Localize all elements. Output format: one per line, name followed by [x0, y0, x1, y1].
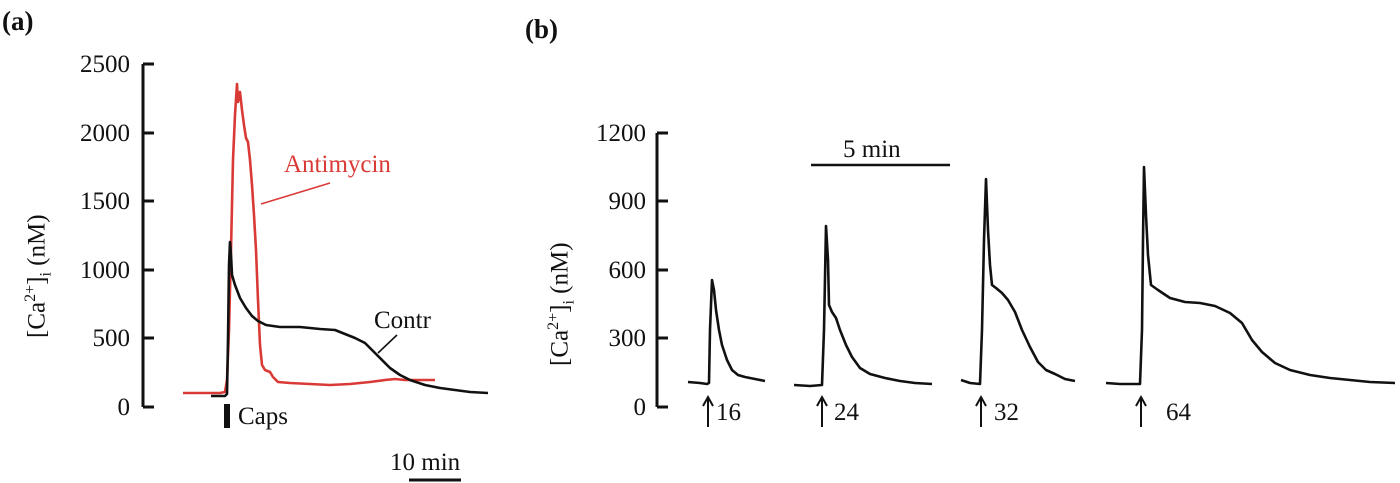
stimulus-64-label: 64	[1166, 399, 1191, 426]
panel-b-ytick-1200: 1200	[596, 120, 646, 147]
antimycin-leader	[260, 182, 331, 205]
antimycin-trace	[183, 82, 435, 395]
stimulus-24-label: 24	[834, 399, 859, 426]
panel-b-ytick-600: 600	[608, 257, 647, 284]
stimulus-arrow-24	[816, 394, 828, 427]
scalebar-5min-label: 5 min	[843, 136, 901, 163]
panel-a-y-axis	[141, 62, 154, 409]
contr-label: Contr	[374, 307, 431, 334]
panel-b-ytick-900: 900	[608, 188, 647, 215]
panel-b-ytick-0: 0	[633, 394, 647, 421]
stimulus-32-label: 32	[994, 399, 1019, 426]
scalebar-10min-label: 10 min	[390, 449, 461, 476]
trace-24	[793, 224, 933, 388]
stimulus-arrow-64	[1135, 394, 1147, 427]
panel-a-ytick-1000: 1000	[80, 257, 130, 284]
caps-marker	[224, 404, 230, 428]
panel-b-label: (b)	[525, 14, 558, 44]
panel-b-ytick-300: 300	[608, 325, 647, 352]
panel-a-ytick-0: 0	[117, 394, 131, 421]
panel-a-ytick-500: 500	[92, 325, 131, 352]
antimycin-label: Antimycin	[284, 151, 391, 178]
contr-leader	[377, 334, 398, 354]
panel-b-y-axis	[655, 131, 668, 409]
stimulus-16-label: 16	[716, 399, 741, 426]
panel-a-ytick-1500: 1500	[80, 188, 130, 215]
panel-a-ytick-2500: 2500	[80, 51, 130, 78]
stimulus-arrow-16	[702, 394, 714, 427]
contr-trace	[211, 240, 489, 398]
trace-64	[1105, 165, 1396, 386]
trace-32	[960, 177, 1076, 386]
stimulus-arrow-32	[975, 394, 987, 427]
panel-a-ytick-2000: 2000	[80, 120, 130, 147]
panel-a-label: (a)	[2, 6, 34, 36]
trace-16	[687, 278, 766, 386]
caps-label: Caps	[238, 403, 288, 430]
